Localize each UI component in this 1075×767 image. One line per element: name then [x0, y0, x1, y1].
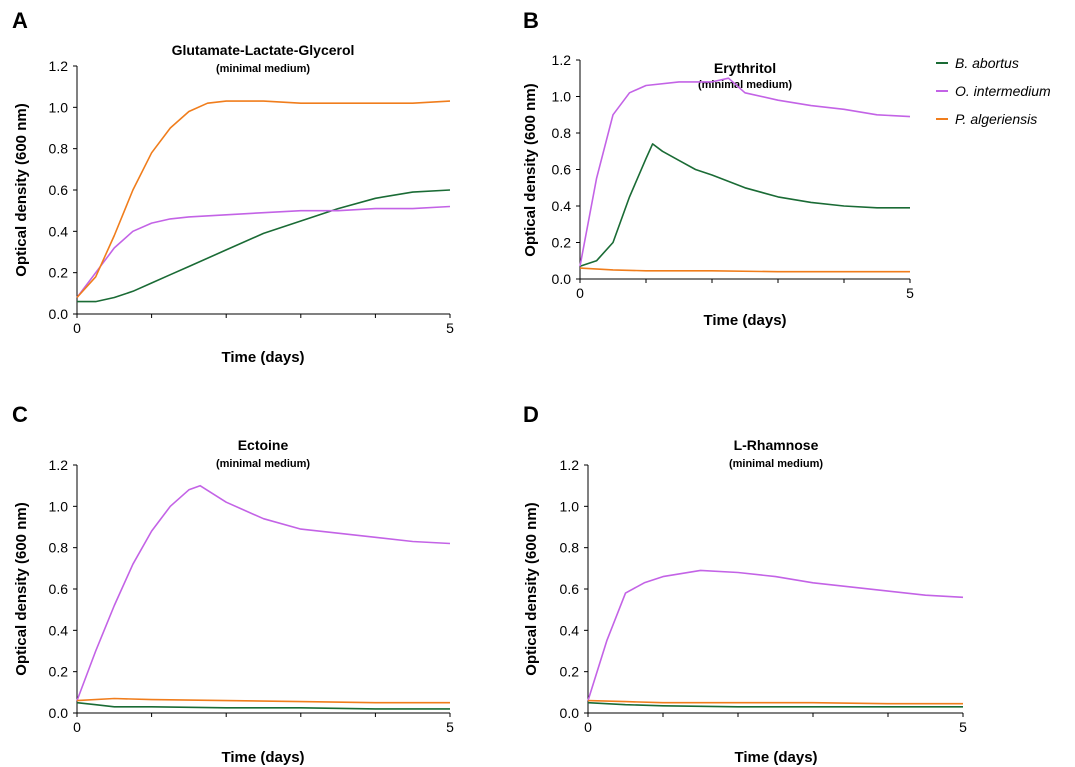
legend-item: B. abortus [936, 55, 1019, 71]
y-tick-label: 1.2 [49, 457, 69, 473]
y-tick-label: 0.6 [560, 581, 580, 597]
series-line-b-abortus [77, 189, 451, 303]
x-tick-label: 0 [73, 719, 81, 735]
y-tick-label: 0.8 [49, 141, 69, 157]
y-tick-label: 0.4 [49, 223, 69, 239]
y-tick-label: 1.0 [552, 89, 572, 105]
chart-panel-c: C Ectoine (minimal medium) 0.0 0.2 0.4 0.6 0.8 1… [12, 402, 454, 766]
chart-subtitle: (minimal medium) [216, 458, 310, 470]
series-line-o-intermedium [579, 77, 911, 267]
y-tick-label: 1.2 [552, 52, 572, 68]
y-tick-label: 0.0 [560, 705, 580, 721]
x-tick-label: 5 [446, 320, 454, 336]
y-tick-label: 1.0 [49, 99, 69, 115]
y-tick-label: 0.8 [552, 125, 572, 141]
chart-subtitle: (minimal medium) [216, 63, 310, 75]
chart-panel-a: A Glutamate-Lactate-Glycerol (minimal medi… [12, 8, 454, 366]
chart-title: Glutamate-Lactate-Glycerol [172, 42, 355, 58]
y-axis-label: Optical density (600 nm) [522, 83, 539, 256]
y-tick-label: 0.4 [560, 622, 580, 638]
series-line-o-intermedium [587, 569, 964, 701]
y-tick-label: 0.6 [49, 182, 69, 198]
series-line-p-algeriensis [579, 267, 910, 273]
panel-letter: A [12, 8, 28, 33]
chart-subtitle: (minimal medium) [729, 458, 823, 470]
chart-panel-d: D L-Rhamnose (minimal medium) 0.0 0.2 0.4 0.6 0… [523, 402, 967, 766]
y-tick-label: 1.0 [49, 498, 69, 514]
legend-label: O. intermedium [955, 83, 1051, 99]
legend-label: P. algeriensis [955, 111, 1037, 127]
chart-title: L-Rhamnose [734, 437, 819, 453]
x-tick-label: 0 [576, 285, 584, 301]
chart-panel-b: B Erythritol (minimal medium) 0.0 0.2 0.4 0.6 0… [522, 8, 914, 329]
y-axis-label: Optical density (600 nm) [13, 103, 30, 276]
y-tick-label: 0.8 [560, 540, 580, 556]
legend: B. abortus O. intermedium P. algeriensis [936, 55, 1051, 127]
y-tick-label: 1.2 [49, 58, 69, 74]
x-tick-label: 0 [584, 719, 592, 735]
y-tick-label: 0.2 [49, 265, 69, 281]
y-tick-label: 0.0 [552, 271, 572, 287]
chart-title: Erythritol [714, 60, 776, 76]
y-tick-label: 1.2 [560, 457, 580, 473]
y-tick-label: 0.4 [49, 622, 69, 638]
y-tick-label: 1.0 [560, 498, 580, 514]
series-line-p-algeriensis [587, 699, 963, 705]
panel-letter: B [523, 8, 539, 33]
legend-label: B. abortus [955, 55, 1019, 71]
x-axis-label: Time (days) [221, 749, 304, 766]
panel-letter: D [523, 402, 539, 427]
series-line-p-algeriensis [76, 100, 451, 299]
y-tick-label: 0.2 [552, 235, 572, 251]
x-tick-label: 5 [446, 719, 454, 735]
series-line-o-intermedium [76, 484, 451, 701]
series-line-b-abortus [76, 701, 450, 710]
x-axis-label: Time (days) [734, 749, 817, 766]
y-axis-label: Optical density (600 nm) [13, 502, 30, 675]
series-line-b-abortus [587, 701, 963, 708]
legend-item: O. intermedium [936, 83, 1051, 99]
x-axis-label: Time (days) [221, 349, 304, 366]
y-tick-label: 0.2 [49, 664, 69, 680]
legend-item: P. algeriensis [936, 111, 1037, 127]
y-tick-label: 0.0 [49, 306, 69, 322]
series-line-o-intermedium [76, 205, 451, 298]
y-tick-label: 0.0 [49, 705, 69, 721]
y-tick-label: 0.2 [560, 664, 580, 680]
y-tick-label: 0.4 [552, 198, 572, 214]
y-tick-label: 0.6 [49, 581, 69, 597]
y-tick-label: 0.6 [552, 162, 572, 178]
x-tick-label: 5 [906, 285, 914, 301]
y-axis-label: Optical density (600 nm) [523, 502, 540, 675]
x-axis-label: Time (days) [703, 312, 786, 329]
y-tick-label: 0.8 [49, 540, 69, 556]
panel-letter: C [12, 402, 28, 427]
series-line-p-algeriensis [76, 697, 450, 704]
chart-title: Ectoine [238, 437, 289, 453]
series-line-b-abortus [579, 143, 910, 267]
chart-subtitle: (minimal medium) [698, 79, 792, 91]
x-tick-label: 5 [959, 719, 967, 735]
x-tick-label: 0 [73, 320, 81, 336]
